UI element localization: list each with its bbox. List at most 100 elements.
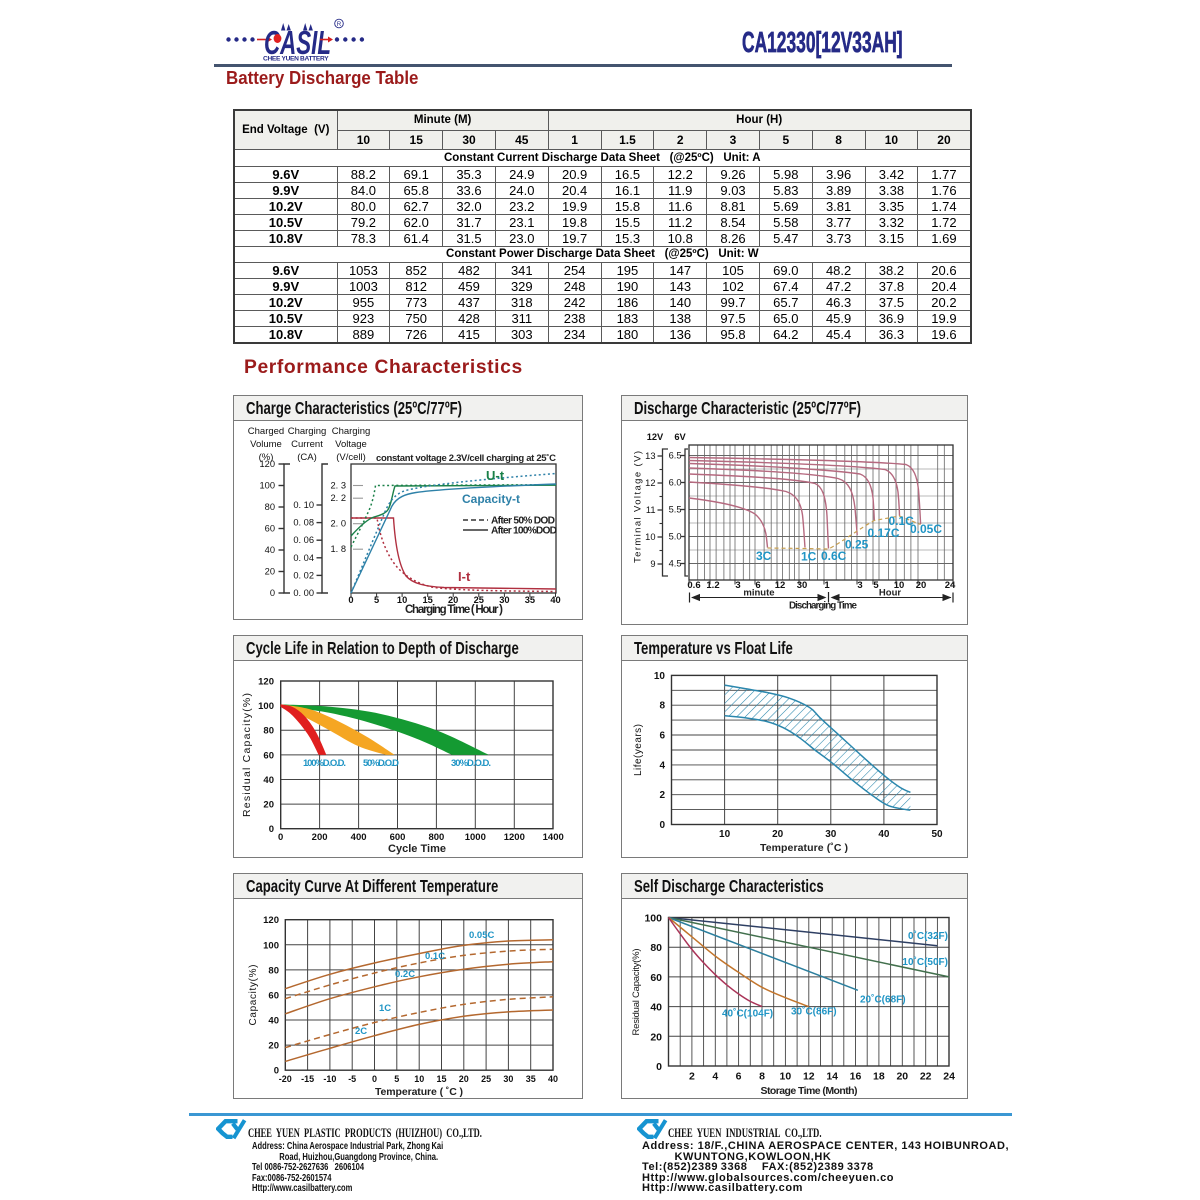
svg-text:Life(years): Life(years)	[633, 724, 644, 776]
svg-text:20: 20	[448, 595, 458, 605]
svg-text:2. 2: 2. 2	[330, 493, 346, 503]
svg-text:10: 10	[645, 532, 655, 542]
svg-text:Hour: Hour	[879, 588, 901, 599]
svg-text:8: 8	[659, 701, 665, 712]
svg-text:Current: Current	[291, 439, 323, 450]
svg-text:2: 2	[659, 790, 665, 801]
svg-text:2: 2	[689, 1071, 695, 1083]
svg-text:12: 12	[775, 580, 786, 591]
svg-text:40: 40	[548, 1074, 558, 1084]
svg-text:0. 02: 0. 02	[293, 570, 314, 580]
svg-text:Charging Time ( Hour ): Charging Time ( Hour )	[405, 604, 503, 616]
svg-text:Volume: Volume	[250, 439, 282, 450]
svg-text:constant voltage 2.3V/cell cha: constant voltage 2.3V/cell charging at 2…	[376, 453, 556, 464]
svg-text:6: 6	[659, 731, 665, 742]
svg-text:24: 24	[943, 1071, 955, 1083]
svg-text:Voltage: Voltage	[335, 439, 367, 450]
svg-text:(V/cell): (V/cell)	[336, 452, 366, 463]
svg-text:Residual Capacity(%): Residual Capacity(%)	[631, 949, 642, 1036]
svg-text:Charging: Charging	[288, 426, 327, 437]
svg-text:11: 11	[646, 505, 656, 515]
svg-text:4: 4	[659, 760, 665, 771]
svg-text:Discharging Time: Discharging Time	[789, 601, 858, 612]
svg-text:0: 0	[372, 1074, 377, 1084]
svg-text:6.0: 6.0	[669, 478, 682, 488]
svg-text:0.05C: 0.05C	[469, 930, 494, 941]
svg-text:100: 100	[263, 940, 279, 951]
svg-text:U-t: U-t	[486, 468, 505, 483]
svg-text:5: 5	[394, 1074, 399, 1084]
svg-text:Capacity(%): Capacity(%)	[248, 965, 259, 1026]
svg-text:40: 40	[650, 1002, 662, 1014]
svg-text:-20: -20	[279, 1074, 292, 1084]
svg-text:CASIL: CASIL	[264, 25, 331, 62]
svg-text:Capacity-t: Capacity-t	[462, 492, 520, 506]
svg-text:30: 30	[499, 595, 509, 605]
svg-text:20: 20	[265, 567, 275, 577]
svg-text:80: 80	[265, 502, 275, 512]
svg-text:8: 8	[759, 1071, 765, 1083]
svg-text:(%): (%)	[259, 452, 274, 463]
svg-text:20: 20	[459, 1074, 469, 1084]
svg-text:80: 80	[268, 965, 279, 976]
svg-text:0.2C: 0.2C	[395, 969, 415, 980]
svg-text:20: 20	[916, 580, 927, 591]
svg-text:20: 20	[263, 800, 274, 811]
svg-text:20: 20	[650, 1031, 662, 1043]
svg-text:12: 12	[645, 478, 655, 488]
svg-text:Residual Capacity(%): Residual Capacity(%)	[241, 693, 253, 817]
svg-text:0.1C: 0.1C	[889, 514, 915, 528]
svg-text:0.25: 0.25	[845, 538, 869, 552]
svg-text:6: 6	[755, 580, 760, 591]
svg-text:100%D.O.D.: 100%D.O.D.	[303, 758, 346, 769]
svg-text:1: 1	[824, 580, 830, 591]
svg-text:0: 0	[269, 824, 274, 835]
svg-text:40: 40	[550, 595, 560, 605]
svg-text:20˚C(68F): 20˚C(68F)	[860, 994, 906, 1006]
svg-text:13: 13	[645, 451, 655, 461]
svg-text:10: 10	[654, 671, 666, 682]
svg-text:5.0: 5.0	[669, 532, 682, 542]
svg-text:1000: 1000	[465, 832, 486, 843]
svg-text:80: 80	[650, 942, 662, 954]
svg-text:100: 100	[644, 913, 662, 925]
svg-text:10: 10	[414, 1074, 424, 1084]
svg-text:60: 60	[263, 750, 274, 761]
svg-text:100: 100	[259, 481, 275, 491]
svg-text:40: 40	[265, 545, 275, 555]
svg-text:0. 06: 0. 06	[293, 535, 314, 545]
svg-text:120: 120	[258, 677, 274, 688]
svg-text:R: R	[337, 21, 342, 28]
svg-text:1.2: 1.2	[706, 580, 719, 591]
svg-text:800: 800	[428, 832, 444, 843]
svg-text:2. 3: 2. 3	[330, 481, 346, 491]
svg-text:35: 35	[526, 1074, 536, 1084]
svg-text:(CA): (CA)	[297, 452, 317, 463]
svg-text:0˚C(32F): 0˚C(32F)	[908, 930, 948, 942]
svg-text:100: 100	[258, 701, 274, 712]
svg-text:0: 0	[278, 832, 283, 843]
svg-text:-10: -10	[323, 1074, 336, 1084]
svg-text:60: 60	[268, 990, 279, 1001]
svg-text:0.1C: 0.1C	[425, 951, 445, 962]
svg-text:600: 600	[390, 832, 406, 843]
svg-text:0. 00: 0. 00	[293, 588, 314, 598]
svg-text:10: 10	[397, 595, 407, 605]
svg-text:35: 35	[525, 595, 535, 605]
svg-text:18: 18	[873, 1071, 885, 1083]
svg-text:5: 5	[873, 580, 879, 591]
svg-text:4: 4	[712, 1071, 718, 1083]
svg-text:9: 9	[650, 559, 655, 569]
svg-text:15: 15	[423, 595, 433, 605]
svg-text:CHEE YUEN BATTERY: CHEE YUEN BATTERY	[263, 56, 329, 63]
svg-text:0: 0	[659, 820, 665, 831]
svg-text:14: 14	[826, 1071, 838, 1083]
svg-text:16: 16	[850, 1071, 862, 1083]
svg-text:15: 15	[436, 1074, 446, 1084]
svg-text:-5: -5	[348, 1074, 356, 1084]
svg-text:60: 60	[650, 972, 662, 984]
svg-text:6.5: 6.5	[669, 451, 682, 461]
svg-text:10: 10	[780, 1071, 792, 1083]
svg-text:Terminal Voltage (V): Terminal Voltage (V)	[633, 451, 644, 563]
svg-text:0. 08: 0. 08	[293, 518, 314, 528]
